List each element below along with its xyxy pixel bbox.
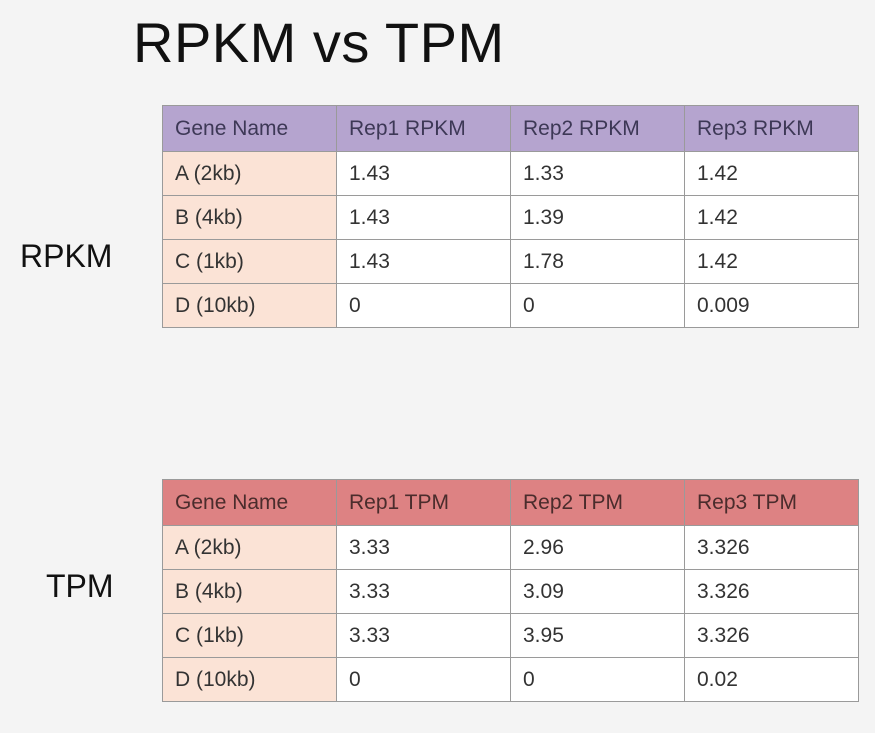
value-cell: 0	[336, 283, 511, 328]
table-row: A (2kb) 1.43 1.33 1.42	[162, 151, 859, 196]
table-row: D (10kb) 0 0 0.02	[162, 657, 859, 702]
column-header-rep3: Rep3 RPKM	[684, 105, 859, 152]
value-cell: 3.09	[510, 569, 685, 614]
value-cell: 2.96	[510, 525, 685, 570]
table-row: A (2kb) 3.33 2.96 3.326	[162, 525, 859, 570]
column-header-gene-name: Gene Name	[162, 105, 337, 152]
value-cell: 1.43	[336, 151, 511, 196]
value-cell: 0.009	[684, 283, 859, 328]
table-header-row: Gene Name Rep1 TPM Rep2 TPM Rep3 TPM	[162, 479, 859, 526]
gene-name-cell: D (10kb)	[162, 657, 337, 702]
column-header-rep2: Rep2 RPKM	[510, 105, 685, 152]
tpm-table: Gene Name Rep1 TPM Rep2 TPM Rep3 TPM A (…	[162, 479, 859, 702]
gene-name-cell: A (2kb)	[162, 525, 337, 570]
table-row: D (10kb) 0 0 0.009	[162, 283, 859, 328]
value-cell: 1.43	[336, 239, 511, 284]
column-header-rep1: Rep1 RPKM	[336, 105, 511, 152]
table-row: B (4kb) 1.43 1.39 1.42	[162, 195, 859, 240]
value-cell: 0	[510, 283, 685, 328]
gene-name-cell: B (4kb)	[162, 569, 337, 614]
value-cell: 3.33	[336, 613, 511, 658]
value-cell: 1.78	[510, 239, 685, 284]
value-cell: 3.33	[336, 569, 511, 614]
value-cell: 3.326	[684, 569, 859, 614]
column-header-gene-name: Gene Name	[162, 479, 337, 526]
value-cell: 0	[336, 657, 511, 702]
gene-name-cell: C (1kb)	[162, 613, 337, 658]
gene-name-cell: B (4kb)	[162, 195, 337, 240]
value-cell: 3.95	[510, 613, 685, 658]
rpkm-table: Gene Name Rep1 RPKM Rep2 RPKM Rep3 RPKM …	[162, 105, 859, 328]
gene-name-cell: C (1kb)	[162, 239, 337, 284]
column-header-rep1: Rep1 TPM	[336, 479, 511, 526]
column-header-rep3: Rep3 TPM	[684, 479, 859, 526]
value-cell: 3.326	[684, 613, 859, 658]
rpkm-side-label: RPKM	[20, 238, 113, 274]
value-cell: 0	[510, 657, 685, 702]
table-row: C (1kb) 1.43 1.78 1.42	[162, 239, 859, 284]
table-row: B (4kb) 3.33 3.09 3.326	[162, 569, 859, 614]
table-row: C (1kb) 3.33 3.95 3.326	[162, 613, 859, 658]
gene-name-cell: D (10kb)	[162, 283, 337, 328]
table-header-row: Gene Name Rep1 RPKM Rep2 RPKM Rep3 RPKM	[162, 105, 859, 152]
value-cell: 1.42	[684, 195, 859, 240]
value-cell: 1.42	[684, 151, 859, 196]
value-cell: 3.326	[684, 525, 859, 570]
value-cell: 0.02	[684, 657, 859, 702]
value-cell: 1.43	[336, 195, 511, 240]
page-title: RPKM vs TPM	[133, 11, 505, 74]
value-cell: 1.39	[510, 195, 685, 240]
gene-name-cell: A (2kb)	[162, 151, 337, 196]
value-cell: 1.33	[510, 151, 685, 196]
tpm-side-label: TPM	[46, 568, 114, 604]
column-header-rep2: Rep2 TPM	[510, 479, 685, 526]
value-cell: 3.33	[336, 525, 511, 570]
value-cell: 1.42	[684, 239, 859, 284]
